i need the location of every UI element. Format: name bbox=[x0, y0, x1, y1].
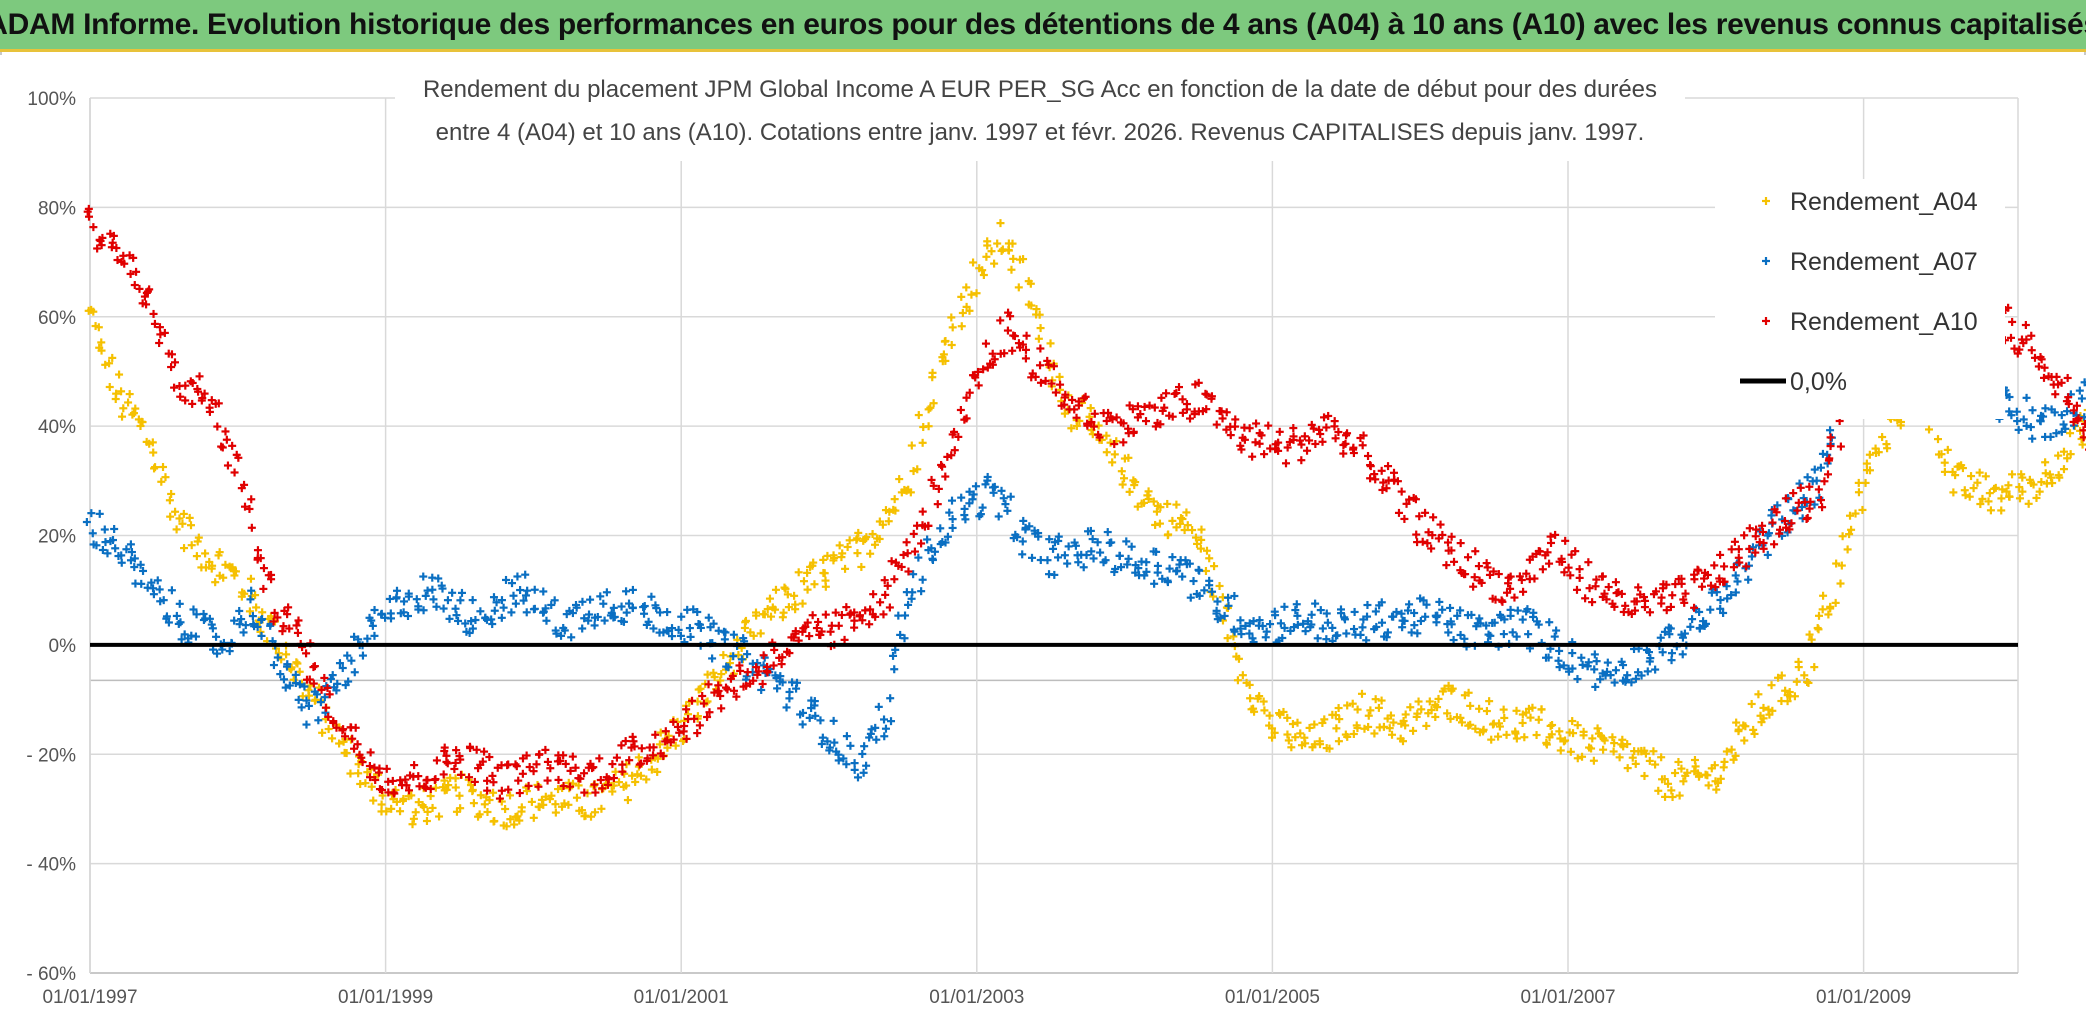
x-tick-label: 01/01/2007 bbox=[1520, 987, 1615, 1008]
chart-subtitle-line2: entre 4 (A04) et 10 ans (A10). Cotations… bbox=[436, 119, 1645, 146]
y-tick-label: 0% bbox=[49, 636, 77, 657]
x-tick-label: 01/01/2005 bbox=[1225, 987, 1320, 1008]
x-tick-label: 01/01/1997 bbox=[42, 987, 137, 1008]
legend-label: Rendement_A10 bbox=[1790, 308, 1978, 336]
x-tick-label: 01/01/2001 bbox=[634, 987, 729, 1008]
chart: 100% 80% 60% 40% 20% 0% - 20% - 40% - 60% 01/01/… bbox=[0, 55, 2086, 1031]
legend-label: 0,0% bbox=[1790, 368, 1847, 396]
legend: Rendement_A04 Rendement_A07 Rendement_A10 0… bbox=[1715, 179, 2005, 419]
page-title-banner: ADAM Informe. Evolution historique des p… bbox=[0, 0, 2086, 52]
x-tick-label: 01/01/1999 bbox=[338, 987, 433, 1008]
y-tick-label: 40% bbox=[38, 417, 76, 438]
legend-label: Rendement_A04 bbox=[1790, 188, 1978, 216]
y-tick-label: 80% bbox=[38, 198, 76, 219]
legend-label: Rendement_A07 bbox=[1790, 248, 1978, 276]
page-title: ADAM Informe. Evolution historique des p… bbox=[0, 8, 2086, 42]
y-tick-label: - 20% bbox=[26, 745, 76, 766]
y-tick-label: - 40% bbox=[26, 855, 76, 876]
y-tick-label: - 60% bbox=[26, 964, 76, 985]
x-tick-label: 01/01/2009 bbox=[1816, 987, 1911, 1008]
x-tick-label: 01/01/2003 bbox=[929, 987, 1024, 1008]
y-tick-label: 100% bbox=[27, 89, 76, 110]
chart-subtitle-line1: Rendement du placement JPM Global Income… bbox=[423, 76, 1657, 103]
y-tick-label: 20% bbox=[38, 527, 76, 548]
y-tick-label: 60% bbox=[38, 308, 76, 329]
